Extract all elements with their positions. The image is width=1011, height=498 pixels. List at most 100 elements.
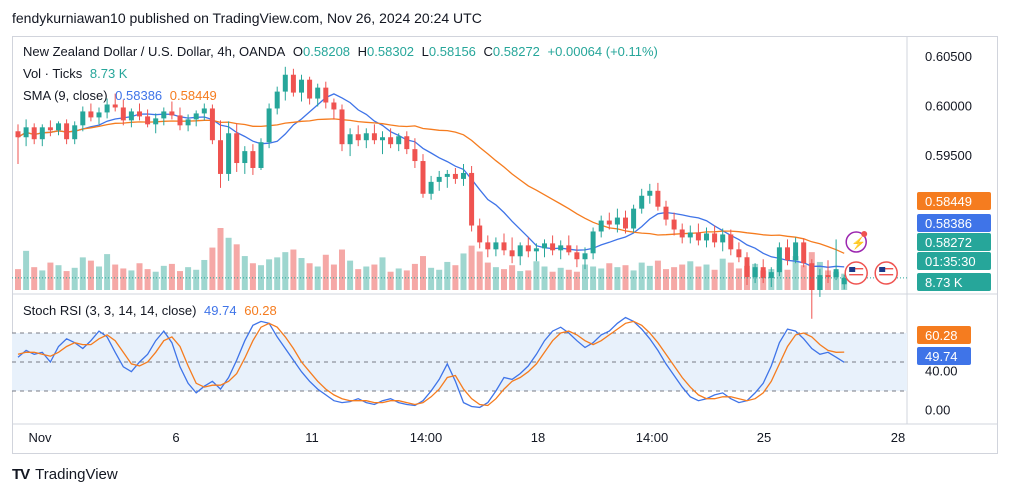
price-tag <box>917 252 991 270</box>
volume-bar <box>249 263 256 290</box>
candle-body <box>631 208 637 229</box>
candle-body <box>355 134 361 141</box>
candle-body <box>226 133 232 174</box>
chart-frame <box>12 36 998 454</box>
volume-bar <box>622 265 629 290</box>
symbol-label[interactable]: New Zealand Dollar / U.S. Dollar, 4h, OA… <box>23 44 286 59</box>
candle-body <box>209 108 215 141</box>
candle-body <box>679 229 685 238</box>
stoch-k-value: 49.74 <box>204 303 237 318</box>
volume-bar <box>87 260 94 290</box>
candle-body <box>218 140 223 174</box>
candle-body <box>242 151 248 164</box>
candle-body <box>96 112 102 118</box>
volume-bar <box>711 269 718 290</box>
tradingview-logo: TV <box>12 466 30 483</box>
flag-stripe <box>849 271 864 273</box>
candle-body <box>493 242 499 250</box>
volume-bar <box>306 263 313 290</box>
volume-bar <box>387 271 394 290</box>
candle-body <box>88 111 94 118</box>
volume-bar <box>501 269 507 290</box>
volume-bar <box>322 254 329 290</box>
volume-bar <box>120 268 127 290</box>
candle-body <box>388 137 394 145</box>
candle-body <box>120 107 126 121</box>
volume-bar <box>492 267 499 290</box>
candle-body <box>112 104 118 108</box>
price-tag <box>917 273 991 291</box>
volume-bar <box>274 257 281 290</box>
high-value: 0.58302 <box>367 44 415 59</box>
candle-body <box>128 111 134 121</box>
volume-bar <box>679 264 686 290</box>
volume-bar <box>590 266 597 290</box>
volume-bar <box>525 270 532 290</box>
volume-bar <box>476 251 483 290</box>
price-tag-label: 0.58386 <box>925 216 972 231</box>
volume-bar <box>468 245 475 290</box>
candle-body <box>274 91 280 109</box>
volume-bar <box>517 271 524 290</box>
high-label: H <box>357 44 368 59</box>
volume-bar <box>314 266 321 290</box>
volume-bar <box>217 228 224 290</box>
sma-label: SMA (9, close) <box>23 88 108 103</box>
volume-bar <box>833 271 840 290</box>
stoch-legend[interactable]: Stoch RSI (3, 3, 14, 14, close) 49.74 60… <box>23 303 281 318</box>
candle-body <box>825 275 831 278</box>
volume-bar <box>719 258 726 290</box>
volume-bar <box>152 271 159 290</box>
volume-bar <box>565 269 572 290</box>
candle-body <box>307 79 313 99</box>
candle-body <box>404 136 410 150</box>
candle-body <box>501 242 507 251</box>
candle-body <box>461 172 466 179</box>
candle-body <box>477 225 483 243</box>
flag-stripe <box>849 268 864 270</box>
volume-bar <box>298 258 305 290</box>
candle-body <box>56 123 61 131</box>
volume-bar <box>233 244 240 290</box>
price-tag-label: 8.73 K <box>925 275 963 290</box>
candle-body <box>420 161 426 194</box>
candle-body <box>776 247 782 273</box>
stoch-tag-label: 60.28 <box>925 328 958 343</box>
volume-bar <box>792 256 799 290</box>
candle-body <box>266 108 272 143</box>
sma-legend[interactable]: SMA (9, close) 0.58386 0.58449 <box>23 88 221 103</box>
candle-body <box>623 217 628 229</box>
stoch-d-value: 60.28 <box>244 303 277 318</box>
volume-bar <box>606 263 613 290</box>
price-chart[interactable]: 0.605000.600000.595000.59000⚡0.584490.58… <box>12 36 998 454</box>
low-label: L <box>421 44 429 59</box>
volume-bar <box>144 269 151 290</box>
volume-bar <box>533 261 540 290</box>
volume-bar <box>177 271 183 290</box>
volume-legend[interactable]: Vol · Ticks 8.73 K <box>23 66 131 81</box>
volume-bar <box>671 267 678 290</box>
time-tick-label: 11 <box>305 430 319 445</box>
candle-body <box>153 118 159 125</box>
candle-body <box>639 195 645 209</box>
tradingview-brand[interactable]: TV TradingView <box>12 466 118 483</box>
candle-body <box>444 173 450 177</box>
candle-body <box>485 242 491 250</box>
price-tick-label: 0.59500 <box>925 148 972 163</box>
stoch-tag-label: 49.74 <box>925 349 958 364</box>
volume-bar <box>15 269 21 290</box>
alert-dot-icon <box>861 231 868 237</box>
volume-bar <box>428 267 435 290</box>
volume-bar <box>420 256 426 290</box>
candle-body <box>169 111 175 116</box>
volume-bar <box>79 257 86 290</box>
change-value: +0.00064 (+0.11%) <box>547 44 658 59</box>
volume-bar <box>800 265 807 290</box>
candle-body <box>47 127 53 131</box>
volume-bar <box>379 257 386 290</box>
candle-body <box>590 231 596 254</box>
price-tag <box>917 233 991 251</box>
candle-body <box>436 176 442 182</box>
price-tag <box>917 192 991 210</box>
brand-name: TradingView <box>35 466 118 483</box>
